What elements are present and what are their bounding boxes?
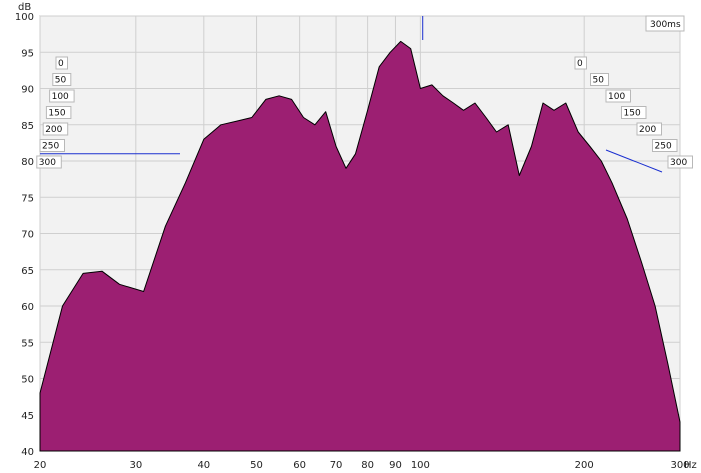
y-tick-label: 40 bbox=[21, 447, 34, 458]
x-tick-label: 20 bbox=[34, 460, 47, 471]
time-tick-right: 250 bbox=[652, 139, 678, 152]
time-tick-box bbox=[621, 106, 647, 119]
time-tick-label: 100 bbox=[608, 92, 625, 102]
time-tick-right: 200 bbox=[636, 122, 662, 136]
time-axis-label-box: 300ms bbox=[645, 15, 685, 32]
x-tick-label: 300 bbox=[670, 460, 689, 471]
time-tick-right: 0 bbox=[574, 56, 587, 70]
time-tick-box bbox=[652, 139, 678, 152]
x-tick-label: 80 bbox=[361, 460, 374, 471]
x-tick-label: 70 bbox=[330, 460, 343, 471]
time-tick-label: 150 bbox=[624, 109, 641, 119]
x-tick-label: 100 bbox=[411, 460, 430, 471]
x-axis-unit: Hz bbox=[684, 460, 697, 471]
time-tick-right: 300 bbox=[667, 155, 693, 169]
time-tick-label: 150 bbox=[48, 109, 65, 119]
y-tick-label: 80 bbox=[21, 157, 34, 168]
time-tick-box bbox=[49, 89, 75, 103]
time-tick-box bbox=[590, 73, 609, 86]
y-tick-label: 70 bbox=[21, 230, 34, 241]
time-tick-box bbox=[45, 106, 72, 119]
time-tick-label: 200 bbox=[45, 125, 62, 135]
y-tick-label: 50 bbox=[21, 375, 34, 386]
y-axis-ticks: 100 95 90 85 80 75 70 65 60 55 50 45 40 bbox=[15, 12, 34, 458]
y-tick-label: 65 bbox=[21, 266, 34, 277]
x-tick-label: 30 bbox=[129, 460, 142, 471]
time-axis-label: 300ms bbox=[650, 20, 681, 30]
x-tick-label: 50 bbox=[250, 460, 263, 471]
waterfall-slices bbox=[39, 40, 681, 452]
y-tick-label: 45 bbox=[21, 411, 34, 422]
time-tick-label: 300 bbox=[670, 158, 687, 168]
slice-0ms bbox=[39, 40, 681, 452]
x-tick-label: 90 bbox=[389, 460, 402, 471]
time-axis-left-labels: 0 50 100 150 200 250 300 bbox=[36, 56, 75, 169]
time-tick-label: 300 bbox=[39, 158, 56, 168]
time-tick-box bbox=[52, 73, 72, 86]
x-tick-label: 60 bbox=[293, 460, 306, 471]
time-tick-left: 300 bbox=[36, 155, 62, 169]
x-axis-ticks: 20 30 40 50 60 70 80 90 100 200 300 bbox=[34, 460, 690, 471]
y-axis-label: dB bbox=[18, 2, 31, 13]
y-tick-label: 95 bbox=[21, 48, 34, 59]
y-tick-label: 90 bbox=[21, 85, 34, 96]
time-tick-label: 0 bbox=[58, 59, 64, 69]
time-tick-left: 0 bbox=[55, 56, 68, 70]
time-tick-box bbox=[36, 155, 62, 169]
time-tick-left: 150 bbox=[45, 106, 72, 119]
y-tick-label: 85 bbox=[21, 121, 34, 132]
time-tick-box bbox=[667, 155, 693, 169]
time-tick-label: 250 bbox=[655, 142, 672, 152]
y-tick-label: 75 bbox=[21, 193, 34, 204]
time-tick-box bbox=[42, 122, 69, 136]
y-tick-label: 100 bbox=[15, 12, 34, 23]
time-tick-label: 200 bbox=[639, 125, 656, 135]
time-tick-box bbox=[39, 139, 65, 152]
time-tick-left: 200 bbox=[42, 122, 69, 136]
time-tick-right: 100 bbox=[605, 89, 631, 103]
time-tick-box bbox=[55, 56, 68, 70]
y-tick-label: 60 bbox=[21, 302, 34, 313]
time-tick-left: 50 bbox=[52, 73, 72, 86]
x-tick-label: 40 bbox=[197, 460, 210, 471]
time-tick-label: 50 bbox=[593, 76, 605, 86]
chart-cursor bbox=[40, 16, 663, 173]
time-tick-left: 100 bbox=[49, 89, 75, 103]
time-tick-box bbox=[636, 122, 662, 136]
time-tick-label: 50 bbox=[55, 76, 67, 86]
time-tick-right: 50 bbox=[590, 73, 609, 86]
cursor-time-line bbox=[605, 149, 663, 173]
time-tick-box bbox=[605, 89, 631, 103]
y-tick-label: 55 bbox=[21, 338, 34, 349]
x-tick-label: 200 bbox=[575, 460, 594, 471]
time-tick-label: 0 bbox=[577, 59, 583, 69]
time-tick-label: 100 bbox=[52, 92, 69, 102]
time-tick-label: 250 bbox=[42, 142, 59, 152]
time-tick-left: 250 bbox=[39, 139, 65, 152]
time-tick-right: 150 bbox=[621, 106, 647, 119]
time-tick-box bbox=[574, 56, 587, 70]
